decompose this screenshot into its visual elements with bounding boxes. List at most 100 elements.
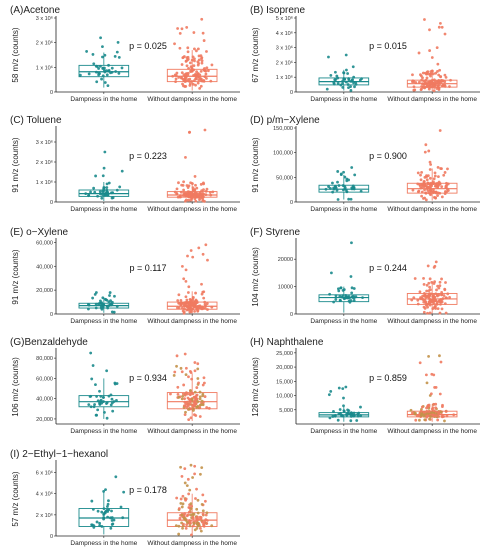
data-point [433, 171, 437, 175]
data-point [98, 524, 102, 528]
data-point [420, 78, 423, 82]
data-point [183, 75, 187, 78]
data-point [191, 516, 195, 520]
data-point [174, 80, 177, 84]
x-category-label: Dampness in the home [70, 206, 137, 213]
data-point [91, 507, 95, 511]
data-point [188, 402, 192, 406]
data-point [107, 300, 111, 304]
data-point [174, 74, 178, 77]
data-point [420, 82, 424, 86]
data-point [439, 410, 443, 414]
data-point [434, 71, 438, 75]
data-point [341, 85, 345, 89]
data-point [425, 187, 429, 190]
data-point [113, 381, 117, 385]
data-point [420, 405, 424, 409]
data-point [435, 302, 438, 306]
data-point [420, 87, 423, 91]
data-point [437, 87, 441, 91]
data-point [94, 64, 98, 68]
data-point [440, 79, 444, 83]
data-point [92, 186, 96, 190]
data-point [184, 268, 188, 272]
data-point [342, 288, 346, 291]
data-point [424, 198, 428, 202]
y-tick-label: 0 [50, 534, 53, 540]
y-tick-label: 1 x 10⁶ [36, 179, 53, 186]
data-point [186, 46, 190, 50]
data-point [428, 285, 432, 289]
box-dampness [78, 36, 130, 88]
data-point [87, 403, 91, 407]
data-point [91, 296, 95, 300]
data-point [195, 49, 198, 53]
data-point [200, 503, 204, 506]
data-point [202, 376, 206, 380]
data-point [438, 354, 441, 358]
data-point [437, 293, 441, 297]
data-point [347, 178, 350, 182]
data-point [416, 302, 420, 306]
data-point [429, 415, 432, 418]
data-point [345, 413, 349, 417]
data-point [440, 277, 443, 281]
data-point [208, 191, 212, 194]
data-point [325, 87, 329, 91]
data-point [103, 66, 106, 70]
data-point [90, 523, 94, 527]
data-point [176, 385, 180, 389]
data-point [425, 85, 429, 89]
data-point [113, 54, 117, 58]
data-point [189, 463, 193, 467]
data-point [440, 290, 444, 294]
data-point [105, 369, 109, 373]
data-point [327, 55, 330, 59]
data-point [106, 193, 110, 197]
data-point [199, 182, 203, 186]
y-tick-label: 0 [50, 200, 53, 206]
data-point [204, 518, 208, 522]
data-point [113, 294, 116, 298]
x-category-label: Dampness in the home [310, 318, 377, 325]
data-point [109, 526, 113, 530]
data-point [421, 294, 425, 298]
data-point [331, 181, 334, 185]
data-point [349, 414, 353, 418]
data-point [430, 281, 434, 284]
panel-4: (D) p/m−Xylene 91 m/z (counts) 0 50,000 100,… [250, 115, 480, 213]
data-point [184, 59, 188, 63]
data-point [178, 46, 182, 50]
data-point [175, 187, 179, 191]
data-point [192, 31, 196, 34]
data-point [352, 81, 355, 85]
data-point [91, 53, 95, 56]
data-point [87, 72, 91, 76]
data-point [178, 516, 182, 520]
data-point [118, 185, 122, 189]
data-point [328, 187, 332, 190]
data-point [416, 171, 420, 175]
data-point [102, 516, 106, 519]
data-point [431, 190, 435, 194]
data-point [328, 416, 332, 420]
data-point [411, 79, 415, 83]
data-point [110, 66, 114, 70]
data-point [444, 281, 447, 284]
data-point [192, 79, 196, 83]
data-point [184, 402, 188, 406]
data-point [349, 419, 353, 423]
p-value-label: p = 0.015 [369, 41, 407, 51]
data-point [205, 187, 209, 191]
data-point [181, 526, 184, 530]
data-point [428, 311, 432, 315]
y-axis-label: 128 m/z (counts) [251, 357, 260, 417]
data-point [205, 66, 209, 70]
data-point [339, 172, 343, 176]
data-point [188, 400, 192, 404]
data-point [174, 524, 178, 527]
data-point [196, 498, 200, 502]
data-point [432, 302, 436, 305]
data-point [101, 296, 105, 300]
data-point [193, 390, 197, 394]
